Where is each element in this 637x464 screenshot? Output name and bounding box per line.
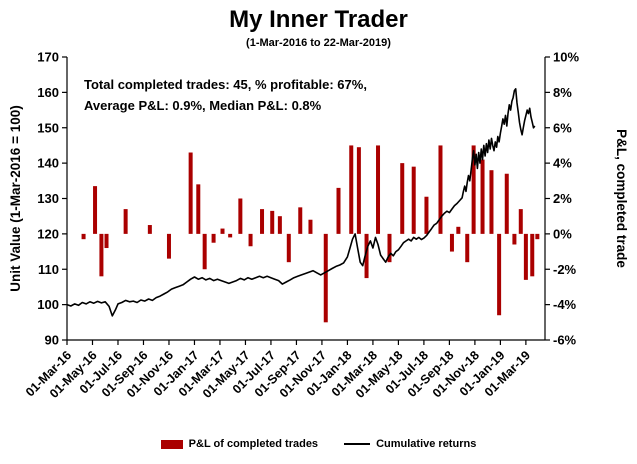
pnl-bar	[260, 209, 265, 234]
left-axis-title: Unit Value (1-Mar-2016 = 100)	[8, 105, 23, 291]
right-axis-title: P&L, completed trade	[614, 129, 629, 268]
cumulative-returns-line	[66, 88, 536, 317]
pnl-bar	[93, 186, 98, 234]
left-tick-label: 110	[38, 262, 59, 277]
pnl-bar	[228, 233, 233, 238]
pnl-bar	[456, 226, 461, 234]
pnl-bar	[356, 147, 361, 234]
pnl-bar	[123, 209, 128, 234]
right-tick-label: 2%	[553, 191, 572, 206]
left-tick-label: 150	[37, 120, 59, 135]
pnl-bar	[196, 184, 201, 234]
right-tick-label: 10%	[553, 50, 579, 65]
pnl-bar	[400, 163, 405, 234]
pnl-bar	[449, 233, 454, 252]
pnl-bar	[81, 233, 86, 240]
legend-item-returns: Cumulative returns	[344, 438, 476, 450]
pnl-bar	[308, 219, 313, 234]
pnl-bar	[518, 209, 523, 234]
pnl-bar-swatch	[160, 439, 183, 449]
pnl-bar	[480, 159, 485, 234]
pnl-bar	[376, 145, 381, 234]
left-tick-label: 130	[37, 191, 59, 206]
legend-label-pnl: P&L of completed trades	[188, 438, 319, 450]
pnl-bar	[99, 233, 104, 277]
pnl-bar	[523, 233, 528, 280]
pnl-bar	[530, 233, 535, 277]
returns-line-swatch	[344, 443, 371, 445]
pnl-bar	[336, 187, 341, 234]
pnl-bar	[387, 233, 392, 263]
pnl-bar	[248, 233, 253, 247]
right-tick-label: 6%	[553, 120, 572, 135]
stats-line-1: Total completed trades: 45, % profitable…	[84, 77, 367, 92]
pnl-bar	[411, 166, 416, 234]
pnl-bar	[220, 228, 225, 234]
pnl-bar	[438, 145, 443, 234]
legend-label-returns: Cumulative returns	[376, 438, 477, 450]
right-tick-label: 8%	[553, 85, 572, 100]
stats-line-2: Average P&L: 0.9%, Median P&L: 0.8%	[84, 98, 322, 113]
pnl-bar	[465, 233, 470, 263]
right-tick-label: -2%	[553, 262, 577, 277]
pnl-bar	[471, 145, 476, 234]
stats-annotation: Total completed trades: 45, % profitable…	[84, 74, 367, 116]
pnl-bar	[497, 233, 502, 316]
pnl-bar	[512, 233, 517, 245]
pnl-bar	[298, 207, 303, 234]
pnl-bar	[489, 170, 494, 234]
pnl-bar	[364, 233, 369, 279]
pnl-bar	[270, 210, 275, 234]
right-tick-label: -4%	[553, 297, 577, 312]
pnl-bar	[211, 233, 216, 243]
left-tick-label: 120	[37, 226, 59, 241]
pnl-bar	[202, 233, 207, 270]
pnl-bar	[535, 233, 540, 240]
chart-subtitle: (1-Mar-2016 to 22-Mar-2019)	[246, 37, 391, 49]
right-tick-label: 0%	[553, 226, 572, 241]
pnl-bar	[166, 233, 171, 259]
right-tick-label: -6%	[553, 333, 577, 348]
left-tick-label: 170	[37, 50, 59, 65]
legend-item-pnl: P&L of completed trades	[160, 438, 319, 450]
pnl-bar	[504, 173, 509, 234]
pnl-bar	[238, 198, 243, 234]
pnl-bar	[286, 233, 291, 263]
pnl-bar	[104, 233, 109, 249]
pnl-bar	[147, 225, 152, 234]
left-tick-label: 100	[37, 297, 59, 312]
left-tick-label: 140	[37, 156, 59, 171]
right-tick-label: 4%	[553, 156, 572, 171]
pnl-bar	[424, 196, 429, 234]
left-tick-label: 90	[45, 333, 59, 348]
pnl-bar	[323, 233, 328, 323]
pnl-bar	[277, 216, 282, 234]
pnl-bar	[188, 152, 193, 234]
left-tick-label: 160	[37, 85, 59, 100]
legend: P&L of completed trades Cumulative retur…	[0, 438, 637, 450]
chart-title: My Inner Trader	[229, 6, 408, 33]
pnl-bar	[349, 145, 354, 234]
